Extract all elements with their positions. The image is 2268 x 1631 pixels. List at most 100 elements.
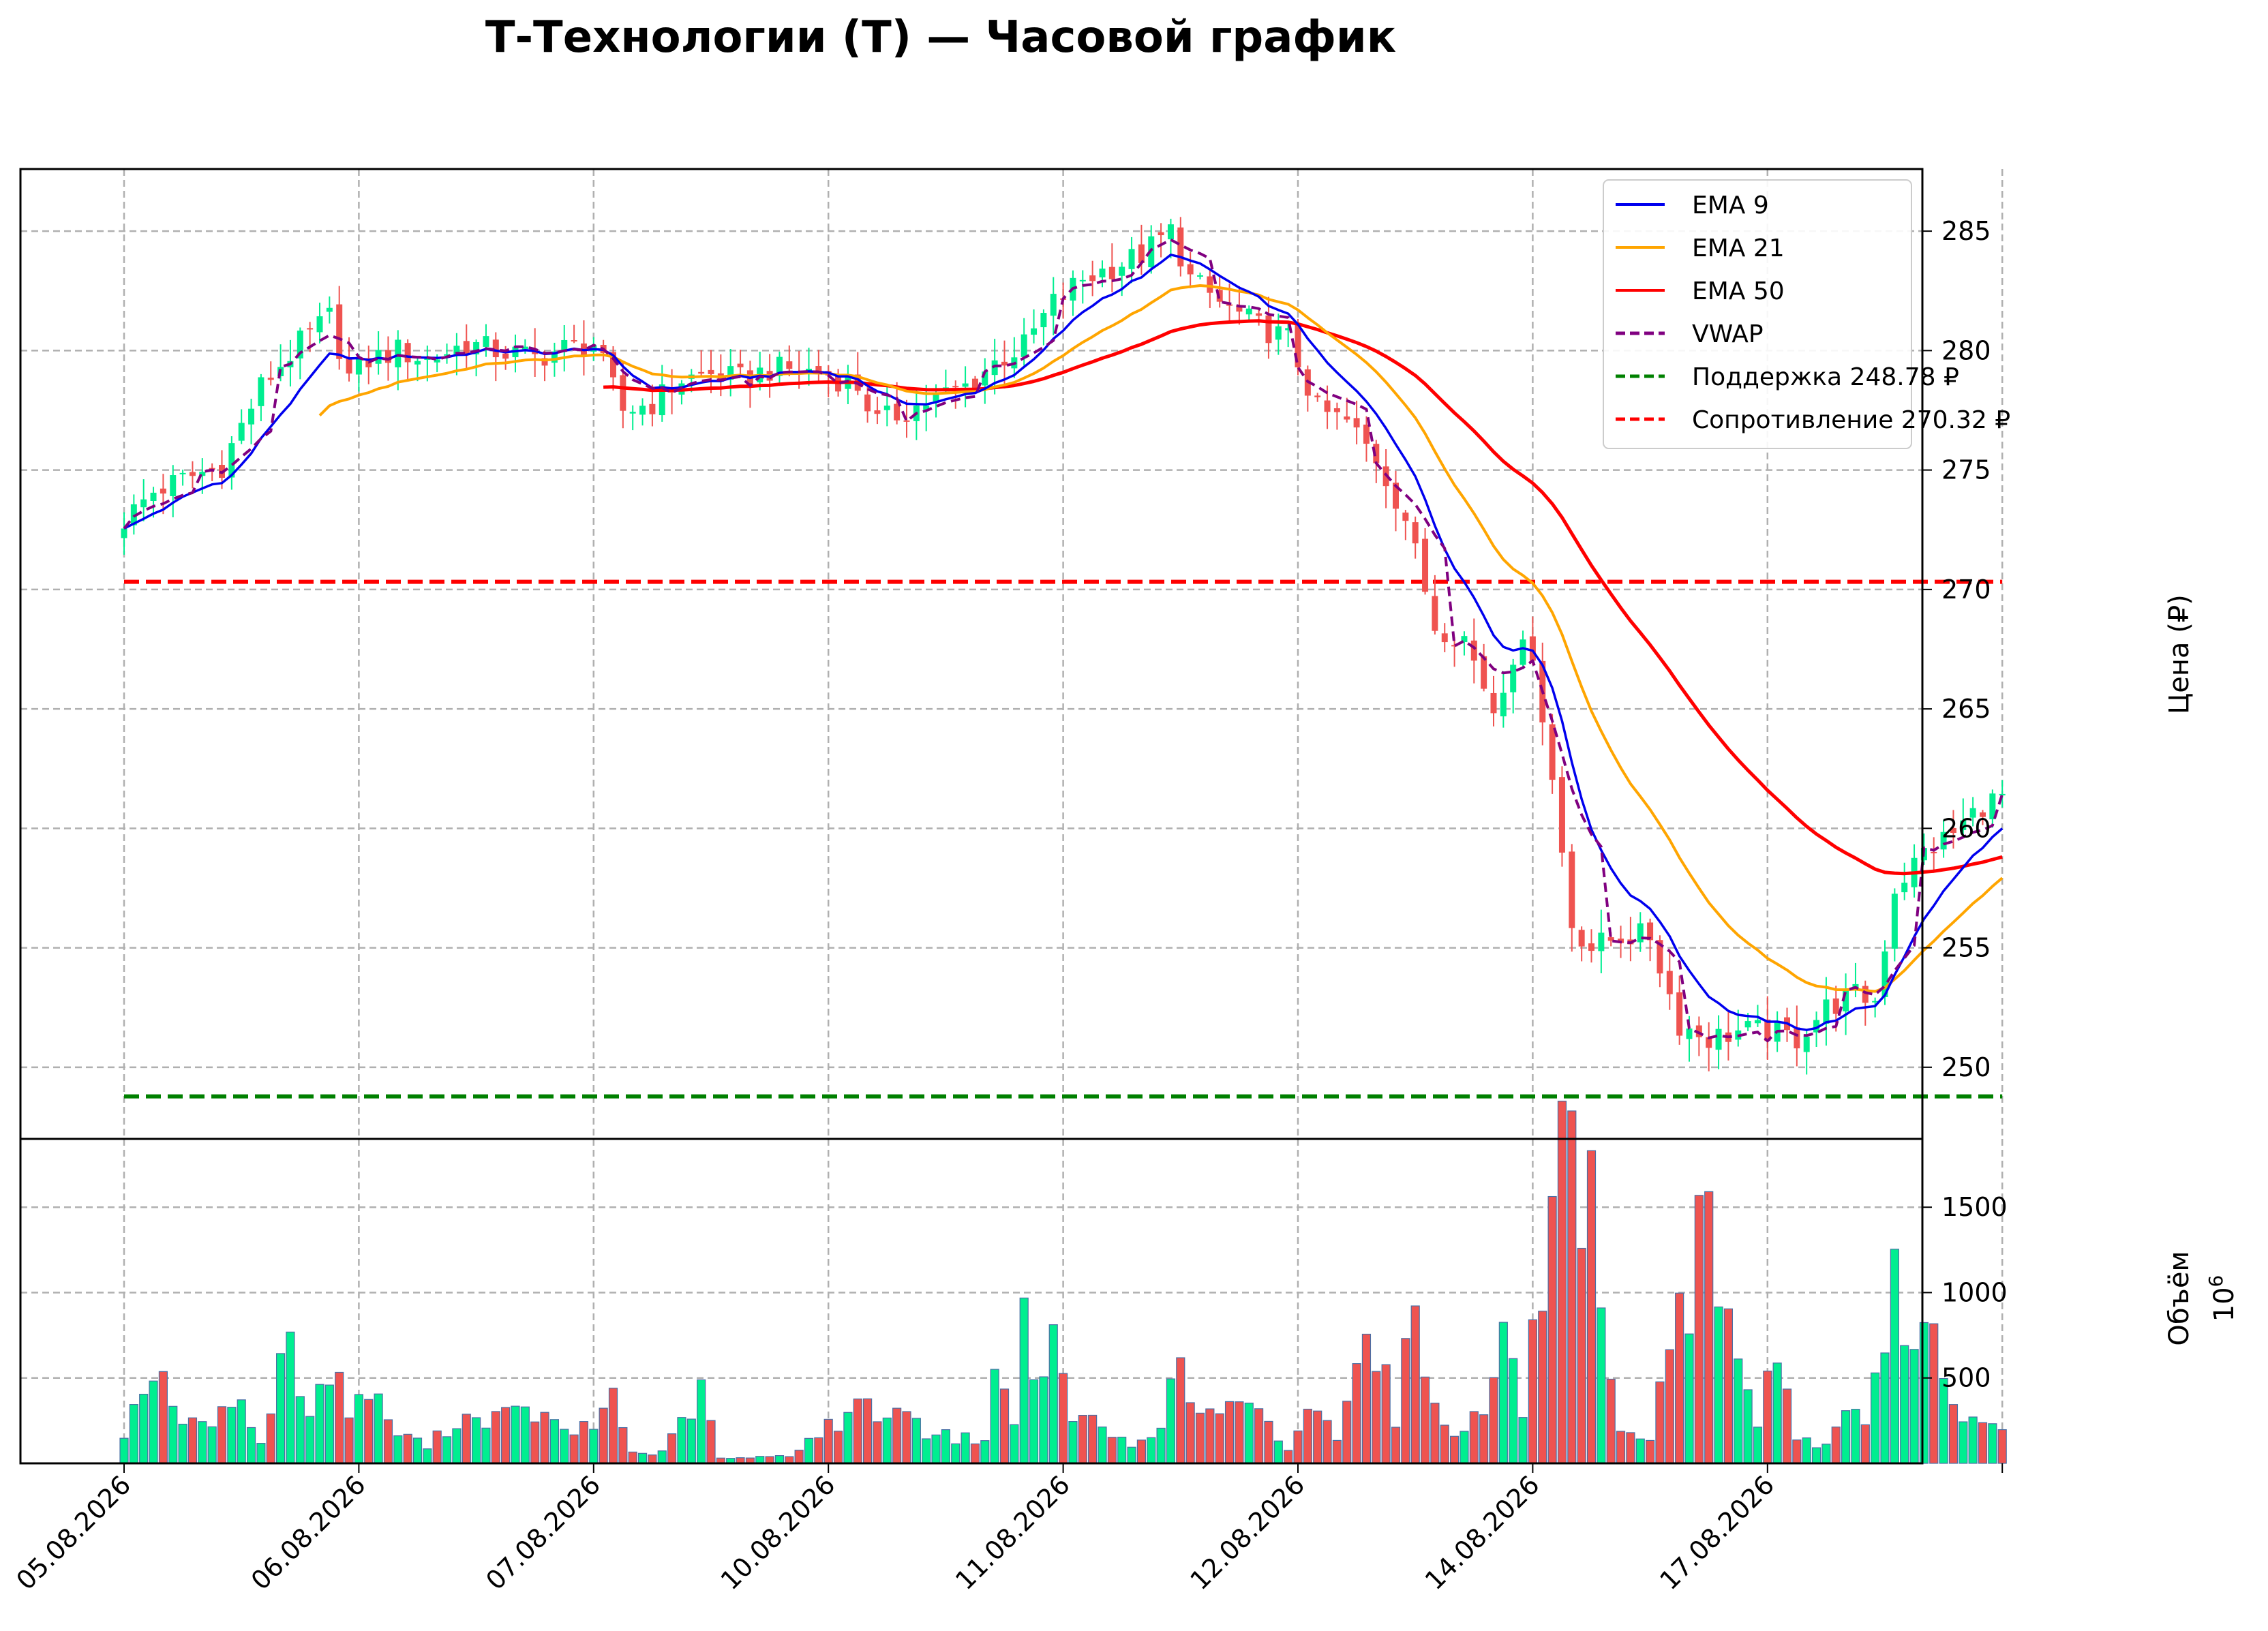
volume-bar (1793, 1440, 1801, 1463)
volume-bar (1490, 1377, 1498, 1463)
volume-bar (1235, 1402, 1243, 1463)
x-tick-label: 17.08.2026 (1654, 1469, 1780, 1596)
volume-bar (1147, 1437, 1155, 1463)
volume-bar (609, 1388, 618, 1463)
candle-body (1745, 1021, 1751, 1027)
volume-bar (521, 1407, 529, 1463)
volume-bar (1665, 1350, 1674, 1463)
volume-bar (1274, 1441, 1282, 1463)
volume-bar (1861, 1424, 1869, 1463)
x-tick-label: 10.08.2026 (715, 1469, 841, 1596)
volume-bar (335, 1373, 344, 1463)
volume-bar (149, 1381, 157, 1463)
candle-body (649, 404, 655, 414)
price-tick-label: 280 (1941, 335, 1991, 365)
volume-bar (1773, 1363, 1781, 1463)
candle-body (874, 410, 880, 414)
candle-body (405, 343, 411, 362)
candle-body (190, 472, 196, 476)
candle-body (1275, 326, 1282, 340)
volume-bar (991, 1369, 999, 1463)
volume-bar (1215, 1414, 1224, 1463)
volume-bar (1265, 1421, 1273, 1463)
candle-body (121, 528, 127, 538)
candle-body (698, 372, 704, 374)
volume-bar (1901, 1345, 1909, 1463)
volume-bar (1343, 1401, 1351, 1463)
candle-body (1794, 1027, 1800, 1048)
candle-body (268, 378, 274, 380)
volume-bar (306, 1416, 314, 1463)
volume-bar (1089, 1415, 1097, 1463)
volume-bar (247, 1428, 256, 1463)
volume-bar (590, 1429, 598, 1463)
volume-bar (815, 1437, 823, 1463)
volume-bar (267, 1414, 275, 1463)
candle-body (1325, 401, 1331, 412)
volume-bar (1010, 1424, 1018, 1463)
candle-body (1892, 894, 1898, 949)
volume-bar (1607, 1379, 1615, 1463)
volume-bar (1128, 1447, 1136, 1463)
volume-bar (1871, 1373, 1879, 1463)
candle-body (1676, 992, 1682, 1036)
candle-body (1569, 851, 1575, 928)
legend-label: Поддержка 248.78 ₽ (1692, 363, 1959, 391)
volume-bar (1284, 1450, 1292, 1463)
candle-body (1207, 276, 1213, 292)
volume-bar (1402, 1339, 1410, 1463)
volume-bar (277, 1354, 285, 1463)
volume-bar (1314, 1411, 1322, 1463)
volume-bar (482, 1428, 490, 1463)
volume-bar (120, 1438, 128, 1463)
price-tick-label: 275 (1941, 455, 1991, 485)
candle-body (1080, 280, 1086, 281)
candle-body (1168, 224, 1174, 239)
volume-bar (1617, 1431, 1625, 1463)
candle-body (1687, 1028, 1693, 1039)
price-tick-label: 250 (1941, 1052, 1991, 1082)
price-tick-label: 255 (1941, 933, 1991, 963)
volume-bar (668, 1434, 676, 1463)
candle-body (1491, 693, 1497, 713)
volume-bar (1724, 1309, 1732, 1463)
candle-body (1040, 313, 1046, 327)
volume-tick-label: 500 (1941, 1363, 1991, 1393)
volume-bar (1734, 1359, 1742, 1463)
volume-bar (707, 1420, 715, 1463)
volume-bar (961, 1433, 969, 1463)
volume-bar (952, 1444, 960, 1463)
volume-bar (844, 1412, 852, 1463)
volume-bar (1998, 1430, 2006, 1463)
candle-body (483, 336, 489, 347)
volume-bar (1528, 1320, 1537, 1463)
candle-body (1197, 275, 1203, 277)
volume-bar (1303, 1409, 1312, 1463)
volume-bar (1362, 1334, 1370, 1463)
volume-bar (140, 1394, 148, 1463)
candle-body (786, 361, 792, 369)
volume-bar (1577, 1249, 1586, 1463)
x-tick-label: 11.08.2026 (950, 1469, 1076, 1596)
volume-bar (1431, 1403, 1439, 1463)
candle-body (963, 384, 969, 387)
volume-bar (1196, 1413, 1205, 1463)
volume-bar (237, 1400, 245, 1463)
candle-body (1158, 232, 1164, 235)
candle-body (1931, 852, 1937, 853)
volume-tick-label: 1500 (1941, 1192, 2008, 1222)
candle-body (1021, 335, 1027, 357)
volume-bar (1695, 1195, 1703, 1463)
candle-body (464, 341, 470, 353)
volume-bar (678, 1418, 686, 1463)
volume-bar (1001, 1389, 1009, 1463)
legend-label: EMA 9 (1692, 192, 1769, 219)
volume-bar (374, 1394, 382, 1463)
volume-bar (1627, 1433, 1635, 1463)
volume-bar (1539, 1311, 1547, 1463)
candle-body (864, 395, 871, 412)
candle-body (1520, 639, 1526, 665)
x-axis-ticks: 05.08.2026 06.08.2026 07.08.2026 10.08.2026… (10, 1463, 2002, 1596)
candle-body (307, 328, 313, 329)
volume-bar (159, 1371, 167, 1463)
